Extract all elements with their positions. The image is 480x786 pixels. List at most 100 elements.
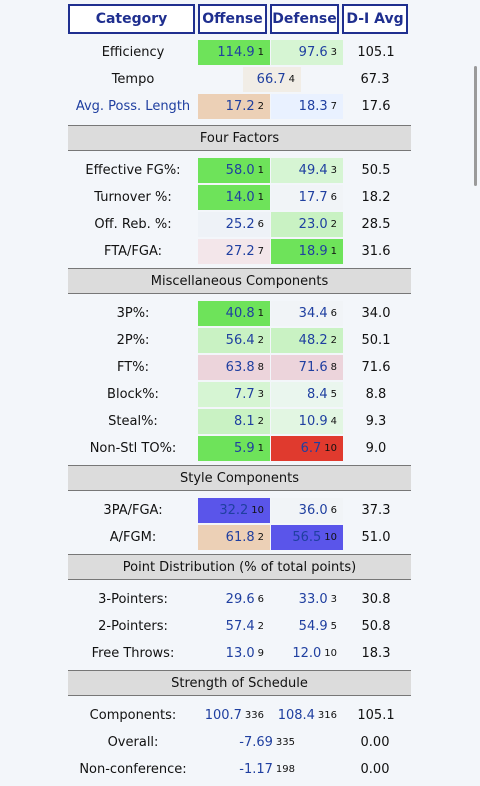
defense-value-cell: 48.2 2 [271, 328, 343, 353]
di-avg-value: 50.8 [361, 619, 391, 634]
row-label[interactable]: Avg. Poss. Length [75, 99, 191, 114]
defense-value-cell: 56.5 10 [271, 525, 343, 550]
offense-value-cell: 17.2 2 [198, 94, 270, 119]
table-header: Category Offense Defense D-I Avg [68, 4, 411, 34]
offense-value-cell: 57.4 2 [198, 614, 270, 639]
defense-rank: 3 [330, 47, 337, 58]
offense-value-cell: 7.7 3 [198, 382, 270, 407]
offense-value: 7.7 [233, 387, 255, 402]
defense-value-cell: 17.7 6 [271, 185, 343, 210]
di-avg-value: 30.8 [361, 592, 391, 607]
defense-value: 12.0 [292, 646, 322, 661]
offense-rank: 2 [257, 416, 264, 427]
di-avg-value: 37.3 [361, 503, 391, 518]
di-avg-value: 105.1 [357, 708, 395, 723]
row-label: Non-conference: [79, 762, 187, 777]
defense-rank: 6 [330, 308, 337, 319]
offense-value-cell: 13.0 9 [198, 641, 270, 666]
row-label: FT%: [117, 360, 149, 375]
defense-value-cell: 54.9 5 [271, 614, 343, 639]
row-label: 2P%: [116, 333, 150, 348]
stat-value-cell: 66.7 4 [243, 67, 301, 92]
table-row: FT%: 63.8 8 71.6 8 71.6 [68, 354, 411, 381]
defense-value-cell: 23.0 2 [271, 212, 343, 237]
row-label: Free Throws: [91, 646, 175, 661]
defense-value: 71.6 [298, 360, 328, 375]
stat-value: -1.17 [239, 762, 273, 777]
offense-value: 56.4 [225, 333, 255, 348]
defense-rank: 10 [324, 443, 337, 454]
di-avg-value: 18.3 [361, 646, 391, 661]
header-offense[interactable]: Offense [198, 4, 267, 34]
stat-value-cell: -7.69 335 [239, 730, 301, 755]
table-row: Steal%: 8.1 2 10.9 4 9.3 [68, 408, 411, 435]
offense-value-cell: 8.1 2 [198, 409, 270, 434]
scouting-report-table: Category Offense Defense D-I Avg Efficie… [68, 4, 411, 786]
defense-value-cell: 12.0 10 [271, 641, 343, 666]
offense-value: 29.6 [225, 592, 255, 607]
header-di-avg[interactable]: D-I Avg [342, 4, 408, 34]
row-label: 2-Pointers: [98, 619, 168, 634]
table-row: Turnover %: 14.0 1 17.7 6 18.2 [68, 184, 411, 211]
offense-rank: 7 [257, 246, 264, 257]
offense-rank: 1 [257, 192, 264, 203]
defense-value: 6.7 [300, 441, 322, 456]
defense-value: 97.6 [298, 45, 328, 60]
di-avg-value: 8.8 [365, 387, 387, 402]
offense-rank: 10 [251, 505, 264, 516]
defense-rank: 8 [330, 362, 337, 373]
offense-value-cell: 58.0 1 [198, 158, 270, 183]
row-label: Efficiency [101, 45, 165, 60]
defense-rank: 2 [330, 335, 337, 346]
defense-value-cell: 108.4 316 [271, 703, 343, 728]
defense-value: 36.0 [298, 503, 328, 518]
offense-value: 61.8 [225, 530, 255, 545]
offense-value-cell: 100.7 336 [198, 703, 270, 728]
defense-rank: 6 [330, 505, 337, 516]
di-avg-value: 9.3 [365, 414, 387, 429]
header-category[interactable]: Category [68, 4, 195, 34]
defense-rank: 1 [330, 246, 337, 257]
defense-value-cell: 18.3 7 [271, 94, 343, 119]
offense-value: 8.1 [233, 414, 255, 429]
table-row: Avg. Poss. Length 17.2 2 18.3 7 17.6 [68, 93, 411, 120]
stat-rank: 4 [288, 74, 295, 85]
di-avg-value: 31.6 [361, 244, 391, 259]
offense-value: 40.8 [225, 306, 255, 321]
offense-rank: 1 [257, 443, 264, 454]
di-avg-value: 18.2 [361, 190, 391, 205]
section-header: Four Factors [68, 125, 411, 151]
defense-value: 56.5 [292, 530, 322, 545]
offense-value: 57.4 [225, 619, 255, 634]
offense-value: 14.0 [225, 190, 255, 205]
header-defense[interactable]: Defense [270, 4, 339, 34]
offense-value-cell: 27.2 7 [198, 239, 270, 264]
offense-rank: 336 [244, 710, 264, 721]
table-row: FTA/FGA: 27.2 7 18.9 1 31.6 [68, 238, 411, 265]
table-row: 3P%: 40.8 1 34.4 6 34.0 [68, 300, 411, 327]
defense-value: 48.2 [298, 333, 328, 348]
table-row: Off. Reb. %: 25.2 6 23.0 2 28.5 [68, 211, 411, 238]
defense-rank: 5 [330, 621, 337, 632]
offense-value: 100.7 [204, 708, 242, 723]
defense-value-cell: 8.4 5 [271, 382, 343, 407]
defense-value-cell: 18.9 1 [271, 239, 343, 264]
stat-value: -7.69 [239, 735, 273, 750]
offense-value-cell: 63.8 8 [198, 355, 270, 380]
defense-value-cell: 33.0 3 [271, 587, 343, 612]
offense-rank: 6 [257, 594, 264, 605]
defense-rank: 6 [330, 192, 337, 203]
row-label: 3PA/FGA: [103, 503, 163, 518]
defense-rank: 10 [324, 532, 337, 543]
defense-value-cell: 34.4 6 [271, 301, 343, 326]
defense-value-cell: 97.6 3 [271, 40, 343, 65]
offense-value-cell: 40.8 1 [198, 301, 270, 326]
di-avg-value: 28.5 [361, 217, 391, 232]
scrollbar-thumb[interactable] [474, 66, 477, 186]
offense-value-cell: 61.8 2 [198, 525, 270, 550]
defense-value: 49.4 [298, 163, 328, 178]
table-row: 3PA/FGA: 32.2 10 36.0 6 37.3 [68, 497, 411, 524]
offense-value: 58.0 [225, 163, 255, 178]
defense-rank: 3 [330, 594, 337, 605]
di-avg-value: 67.3 [360, 72, 390, 87]
